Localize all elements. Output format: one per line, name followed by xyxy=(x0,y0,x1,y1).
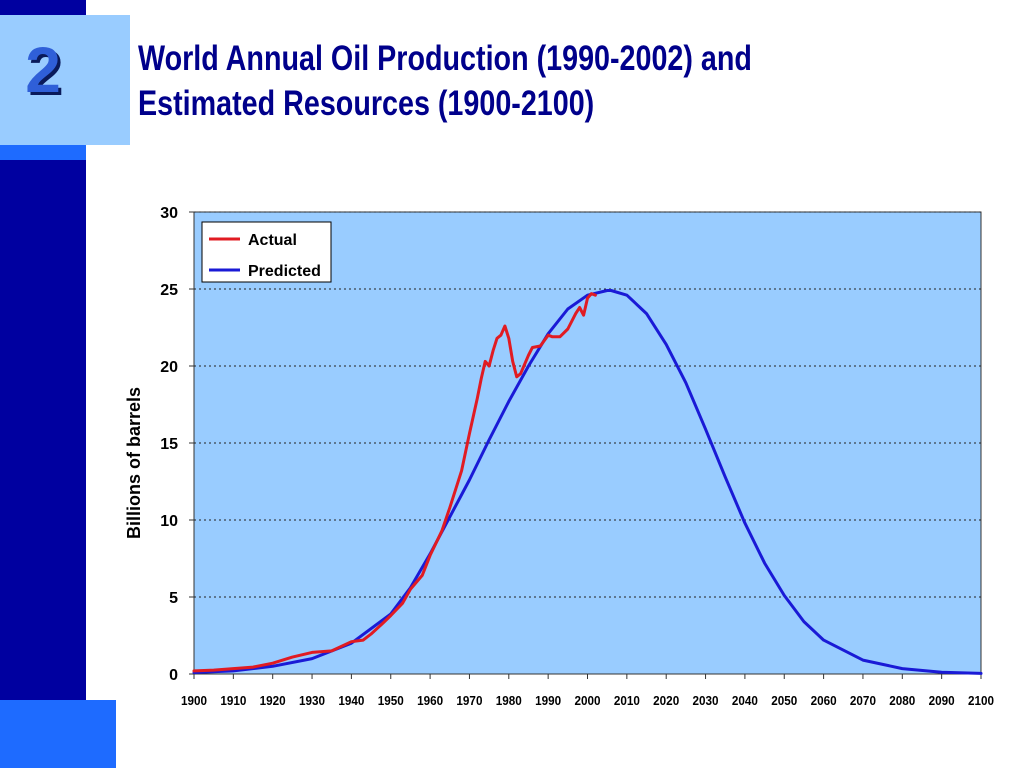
decorative-bar-bottom xyxy=(0,700,116,768)
x-tick-label: 2090 xyxy=(929,693,955,708)
x-tick-label: 2020 xyxy=(653,693,679,708)
y-tick-label: 25 xyxy=(160,282,178,299)
y-tick-label: 20 xyxy=(160,359,178,376)
x-tick-label: 1960 xyxy=(417,693,443,708)
x-tick-label: 1950 xyxy=(378,693,404,708)
series-line-predicted xyxy=(192,289,983,675)
x-axis-ticks: 1900 1910 1920 1930 1940 1950 1960 1970 1980 1990… xyxy=(181,674,994,708)
title-line-1: World Annual Oil Production (1990-2002) … xyxy=(138,39,752,78)
slide-number-box xyxy=(0,15,130,145)
series-line-actual xyxy=(192,292,597,673)
y-tick-label: 0 xyxy=(169,667,178,684)
slide-number: 2 xyxy=(25,34,61,106)
x-tick-label: 2050 xyxy=(771,693,797,708)
slide-title: World Annual Oil Production (1990-2002) … xyxy=(138,36,843,126)
y-axis-ticks: 0 5 10 15 20 25 30 xyxy=(160,205,194,684)
y-tick-label: 10 xyxy=(160,513,178,530)
x-tick-label: 2040 xyxy=(732,693,758,708)
legend-label-predicted: Predicted xyxy=(248,263,321,280)
legend: Actual Predicted xyxy=(201,221,332,283)
decorative-bar-top xyxy=(0,0,86,15)
x-tick-label: 2060 xyxy=(811,693,837,708)
x-tick-label: 1990 xyxy=(535,693,561,708)
x-tick-label: 2030 xyxy=(693,693,719,708)
x-tick-label: 2000 xyxy=(574,693,600,708)
x-tick-label: 1940 xyxy=(338,693,364,708)
x-tick-label: 1930 xyxy=(299,693,325,708)
x-tick-label: 1920 xyxy=(260,693,286,708)
y-axis-label: Billions of barrels xyxy=(124,387,144,539)
y-tick-label: 15 xyxy=(160,436,178,453)
x-tick-label: 2010 xyxy=(614,693,640,708)
decorative-bar-accent xyxy=(0,145,86,160)
y-tick-label: 5 xyxy=(169,590,178,607)
legend-label-actual: Actual xyxy=(248,232,297,249)
gridlines xyxy=(194,211,981,598)
x-tick-label: 2080 xyxy=(889,693,915,708)
y-tick-label: 30 xyxy=(160,205,178,222)
legend-box xyxy=(201,221,332,283)
x-tick-label: 2070 xyxy=(850,693,876,708)
x-tick-label: 2100 xyxy=(968,693,994,708)
decorative-sidebar xyxy=(0,160,86,700)
title-line-2: Estimated Resources (1900-2100) xyxy=(138,84,595,123)
x-tick-label: 1970 xyxy=(456,693,482,708)
series-lines xyxy=(192,289,983,675)
x-tick-label: 1900 xyxy=(181,693,207,708)
x-tick-label: 1980 xyxy=(496,693,522,708)
x-tick-label: 1910 xyxy=(220,693,246,708)
